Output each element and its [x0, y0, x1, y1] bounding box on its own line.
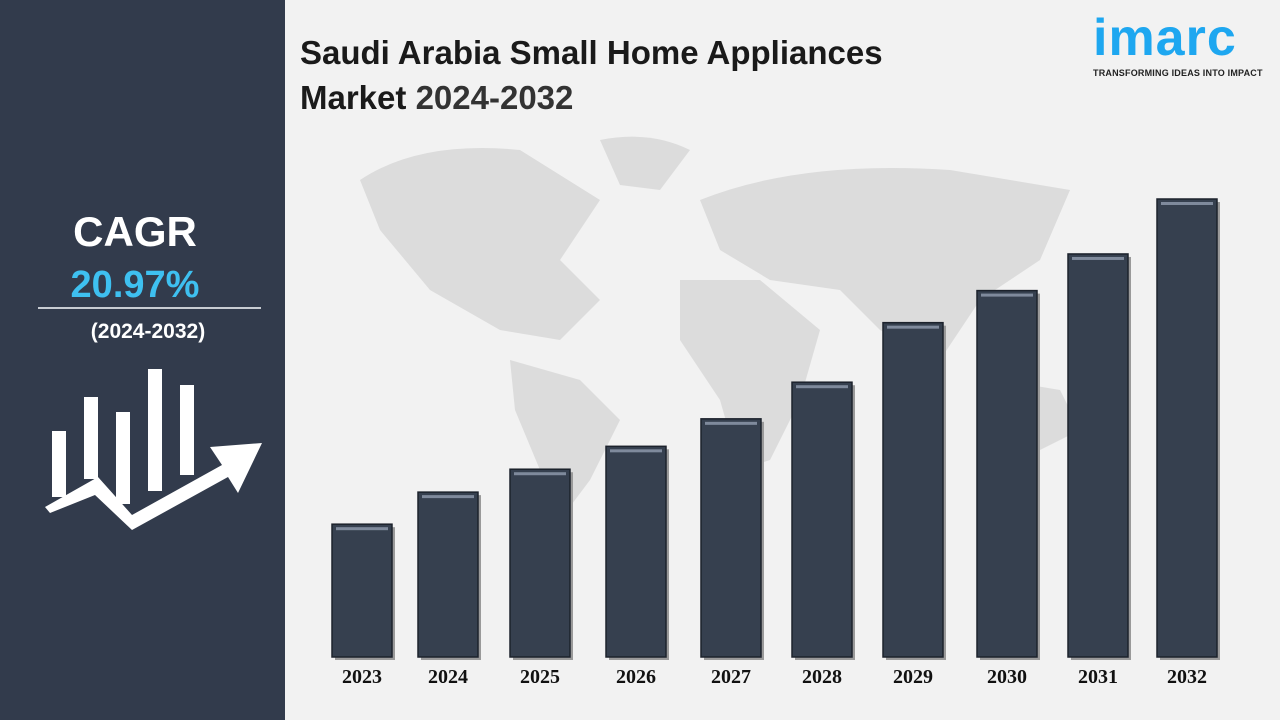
bar-2027 — [700, 418, 762, 658]
x-tick-label: 2031 — [1078, 666, 1118, 688]
bar-2028 — [791, 381, 853, 658]
bar-highlight — [610, 449, 662, 453]
logo-tagline: TRANSFORMING IDEAS INTO IMPACT — [1093, 68, 1263, 78]
x-tick-label: 2024 — [428, 666, 468, 688]
bar-2023 — [331, 523, 393, 658]
logo-word: imarc — [1093, 9, 1237, 67]
x-tick-label: 2026 — [616, 666, 656, 688]
title-line-1: Saudi Arabia Small Home Appliances — [300, 34, 883, 71]
x-tick-label: 2029 — [893, 666, 933, 688]
world-map-background — [360, 136, 1080, 520]
bar-2026 — [605, 445, 667, 658]
bar-2025 — [509, 468, 571, 658]
bar-highlight — [336, 527, 388, 531]
cagr-period: (2024-2032) — [90, 320, 206, 343]
bar-2032 — [1156, 198, 1218, 658]
bar-2029 — [882, 321, 944, 658]
bar-highlight — [887, 325, 939, 329]
x-tick-label: 2027 — [711, 666, 751, 688]
bar-highlight — [1072, 256, 1124, 260]
page-title: Saudi Arabia Small Home Appliances Marke… — [300, 30, 883, 120]
x-tick-label: 2025 — [520, 666, 560, 688]
x-tick-label: 2028 — [802, 666, 842, 688]
x-tick-label: 2023 — [342, 666, 382, 688]
cagr-label: CAGR — [73, 208, 197, 255]
bar-highlight — [422, 495, 474, 499]
x-tick-label: 2030 — [987, 666, 1027, 688]
bar-highlight — [1161, 202, 1213, 205]
bar-highlight — [981, 293, 1033, 297]
bar-highlight — [796, 385, 848, 389]
bar-chart-growth-arrow-icon — [45, 369, 262, 530]
title-years: 2024-2032 — [415, 79, 574, 116]
sidebar-panel: CAGR 20.97% (2024-2032) — [0, 0, 285, 720]
bar-2030 — [976, 289, 1038, 658]
imarc-logo: imarc TRANSFORMING IDEAS INTO IMPACT — [1093, 8, 1263, 78]
x-tick-label: 2032 — [1167, 666, 1207, 688]
title-word: Market — [300, 79, 407, 116]
cagr-value: 20.97% — [70, 264, 200, 306]
bar-highlight — [705, 421, 757, 425]
bar-highlight — [514, 472, 566, 476]
divider — [38, 307, 261, 309]
bar-2031 — [1067, 253, 1129, 658]
bar-2024 — [417, 491, 479, 658]
